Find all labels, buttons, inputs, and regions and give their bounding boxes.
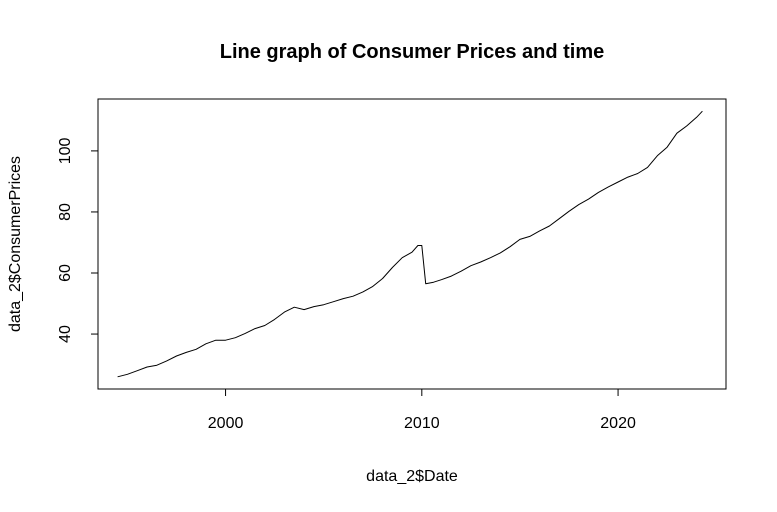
y-tick-label: 40 bbox=[57, 325, 74, 343]
series-layer bbox=[117, 110, 703, 378]
y-tick-label: 80 bbox=[57, 203, 74, 221]
y-tick-label: 60 bbox=[57, 264, 74, 282]
y-axis-label: data_2$ConsumerPrices bbox=[7, 156, 24, 332]
x-axis: 2000 2010 2020 bbox=[208, 388, 636, 432]
chart-title: Line graph of Consumer Prices and time bbox=[220, 41, 605, 63]
y-tick-label: 100 bbox=[57, 137, 74, 164]
x-tick-label: 2020 bbox=[600, 415, 636, 432]
x-axis-label: data_2$Date bbox=[366, 468, 458, 485]
plot-frame bbox=[97, 98, 727, 390]
x-tick-label: 2010 bbox=[404, 415, 440, 432]
series-line bbox=[117, 110, 703, 378]
x-tick-label: 2000 bbox=[208, 415, 244, 432]
y-axis: 40 60 80 100 bbox=[57, 137, 99, 343]
